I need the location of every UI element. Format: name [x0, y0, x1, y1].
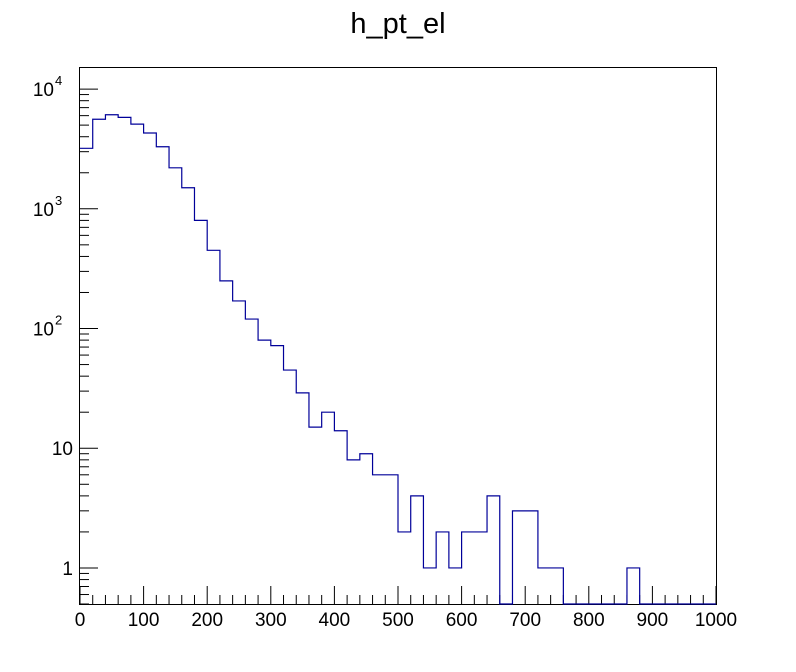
y-tick-label: 1 [62, 559, 73, 580]
chart-title: h_pt_el [350, 8, 445, 40]
x-tick-label: 700 [509, 610, 541, 631]
x-tick-label: 800 [573, 610, 605, 631]
x-tick-label: 1000 [695, 610, 737, 631]
y-tick-label: 10 [33, 320, 54, 341]
y-tick-exponent: 2 [55, 313, 62, 328]
x-axis: 0 100 200 300 400 500 600 700 800 900 1000 [75, 586, 737, 631]
y-tick-exponent: 4 [55, 73, 62, 88]
x-tick-label: 900 [637, 610, 669, 631]
y-tick-label: 10 [33, 200, 54, 221]
x-tick-label: 0 [75, 610, 86, 631]
histogram-series-line [80, 114, 716, 605]
y-tick-label: 10 [52, 439, 73, 460]
x-tick-label: 300 [255, 610, 287, 631]
x-tick-label: 500 [382, 610, 414, 631]
y-tick-label: 10 [33, 80, 54, 101]
x-tick-label: 400 [319, 610, 351, 631]
y-tick-exponent: 3 [55, 193, 62, 208]
x-tick-label: 100 [128, 610, 160, 631]
plot-frame [79, 67, 717, 605]
x-tick-label: 600 [446, 610, 478, 631]
x-tick-label: 200 [191, 610, 223, 631]
